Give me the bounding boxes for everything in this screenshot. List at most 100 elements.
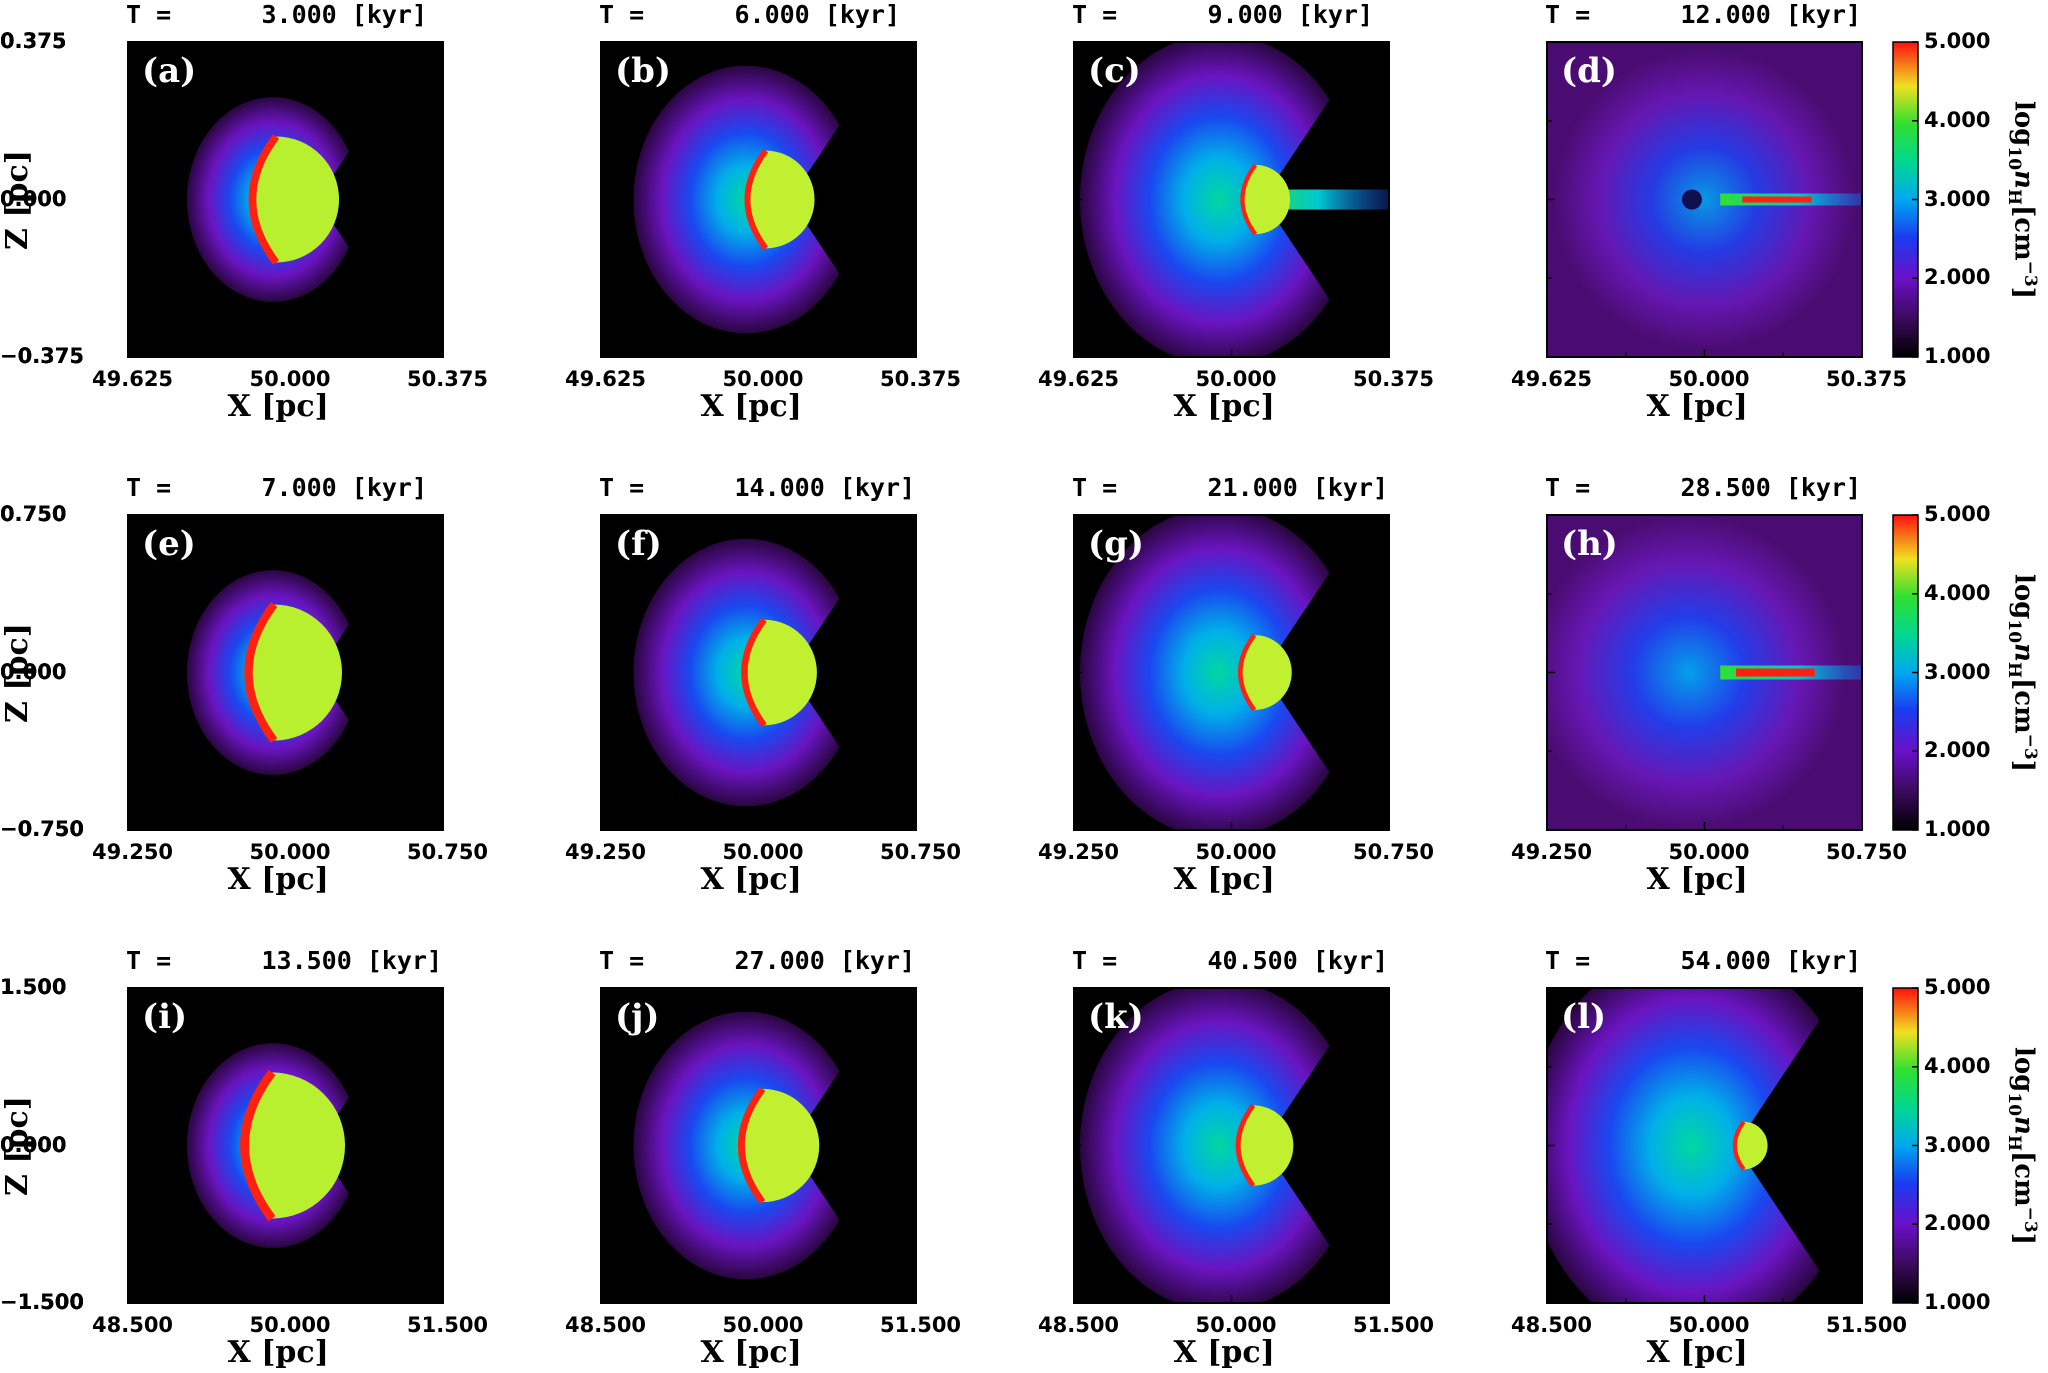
- x-tick-label: 50.750: [407, 840, 489, 864]
- shadow-region: [317, 988, 443, 1303]
- colorbar: [1892, 41, 1919, 358]
- panel-j: [600, 987, 917, 1304]
- panel-l: [1546, 987, 1863, 1304]
- colorbar-label: log10nH[cm−3]: [2004, 100, 2040, 299]
- dense-clump: [250, 604, 343, 741]
- y-tick-label: 0.000: [0, 659, 67, 684]
- x-axis-label: X [pc]: [1173, 862, 1275, 897]
- x-axis-label: X [pc]: [700, 862, 802, 897]
- panel-k: [1073, 987, 1390, 1304]
- panel-title: T = 40.500 [kyr]: [1072, 946, 1389, 975]
- colorbar-tick-label: 5.000: [1924, 502, 1991, 526]
- panel-e: [127, 514, 444, 831]
- x-tick-label: 49.250: [1038, 840, 1120, 864]
- colorbar-tick-label: 4.000: [1924, 1053, 1991, 1078]
- colorbar-tick-label: 1.000: [1924, 817, 1991, 841]
- x-tick-label: 50.000: [1668, 367, 1750, 391]
- panel-label: (f): [615, 524, 662, 564]
- x-tick-label: 49.625: [92, 367, 174, 391]
- shadow-region: [790, 988, 916, 1303]
- x-axis-label: X [pc]: [1173, 389, 1275, 424]
- x-axis-label: X [pc]: [227, 862, 329, 897]
- colorbar-tick-label: 1.000: [1924, 1290, 1991, 1314]
- x-tick-label: 51.500: [1353, 1313, 1435, 1337]
- x-tick-label: 50.000: [722, 367, 804, 391]
- compressed-shell: [744, 148, 769, 251]
- x-tick-label: 48.500: [1038, 1313, 1120, 1337]
- x-tick-label: 50.375: [1353, 367, 1435, 391]
- shadow-region: [1263, 988, 1389, 1303]
- y-tick-label: 0.000: [0, 1132, 67, 1157]
- colorbar-tick-label: 5.000: [1924, 975, 1991, 999]
- panel-field: [1080, 515, 1389, 830]
- panel-a: [127, 41, 444, 358]
- dense-clump: [1241, 635, 1292, 710]
- y-tick-label: 0.000: [0, 1132, 67, 1157]
- colorbar-tick-label: 4.000: [1924, 107, 1991, 132]
- y-tick-label: 0.375: [0, 29, 67, 53]
- panel-field: [186, 515, 443, 830]
- shadow-region: [790, 515, 916, 830]
- colorbar-tick-label: 3.000: [1924, 186, 1991, 211]
- colorbar-tick-label: 3.000: [1924, 1132, 1991, 1157]
- x-tick-label: 49.250: [1511, 840, 1593, 864]
- x-tick-label: 51.500: [1826, 1313, 1908, 1337]
- y-tick-label: −1.500: [0, 1290, 85, 1314]
- panel-title: T = 21.000 [kyr]: [1072, 473, 1389, 502]
- y-tick-label: 1.500: [0, 975, 67, 999]
- colorbar-tick-label: 2.000: [1924, 1211, 1991, 1236]
- x-axis-label: X [pc]: [227, 1335, 329, 1370]
- y-tick-label: −0.750: [0, 817, 85, 841]
- y-tick-label: −1.500: [0, 1290, 85, 1314]
- x-tick-label: 50.000: [249, 1313, 331, 1337]
- panel-d: [1546, 41, 1863, 358]
- panel-label: (j): [615, 997, 660, 1037]
- x-axis-label: X [pc]: [227, 389, 329, 424]
- y-tick-label: 0.375: [0, 29, 67, 53]
- y-tick-label: 0.000: [0, 186, 67, 211]
- panel-field: [633, 42, 916, 357]
- colorbar-tick-label: 4.000: [1924, 580, 1991, 605]
- compressed-shell: [1238, 633, 1257, 712]
- compressed-shell: [1235, 1103, 1256, 1188]
- y-tick-label: 0.750: [0, 502, 67, 526]
- panel-field: [1547, 988, 1862, 1303]
- panels-layer: [127, 41, 1863, 1304]
- x-tick-label: 50.750: [880, 840, 962, 864]
- panel-title: T = 6.000 [kyr]: [599, 0, 901, 29]
- x-tick-label: 49.250: [92, 840, 174, 864]
- x-axis-label: X [pc]: [1646, 389, 1748, 424]
- x-tick-label: 50.000: [1195, 367, 1277, 391]
- y-tick-label: 0.000: [0, 1132, 67, 1157]
- panel-label: (d): [1561, 51, 1617, 91]
- panel-label: (c): [1088, 51, 1141, 91]
- panel-field: [633, 988, 916, 1303]
- x-tick-label: 49.625: [565, 367, 647, 391]
- x-axis-label: X [pc]: [1646, 862, 1748, 897]
- panel-field: [186, 42, 443, 357]
- y-tick-label: 0.750: [0, 502, 67, 526]
- colorbar-tick-label: 2.000: [1924, 738, 1991, 763]
- y-tick-label: 1.500: [0, 975, 67, 999]
- x-tick-label: 50.000: [249, 367, 331, 391]
- dense-clump: [1735, 1121, 1768, 1170]
- panel-label: (k): [1088, 997, 1144, 1037]
- halo-region: [1547, 988, 1858, 1303]
- x-axis-label: X [pc]: [1646, 1335, 1748, 1370]
- halo-region: [1553, 48, 1856, 351]
- panel-label: (b): [615, 51, 671, 91]
- y-tick-label: 1.500: [0, 975, 67, 999]
- shadow-region: [1736, 988, 1862, 1303]
- y-tick-label: 0.000: [0, 186, 67, 211]
- colorbar-label: log10nH[cm−3]: [2004, 1046, 2040, 1245]
- y-tick-label: 0.750: [0, 502, 67, 526]
- compressed-shell: [1240, 163, 1258, 236]
- y-tick-label: 0.000: [0, 659, 67, 684]
- panel-field: [1080, 42, 1389, 357]
- colorbar-tick-label: 3.000: [1924, 659, 1991, 684]
- y-tick-label: −0.375: [0, 344, 85, 368]
- panel-label: (h): [1561, 524, 1618, 564]
- dense-clump: [1243, 164, 1291, 235]
- colorbar-tick-label: 5.000: [1924, 29, 1991, 53]
- panel-g: [1073, 514, 1390, 831]
